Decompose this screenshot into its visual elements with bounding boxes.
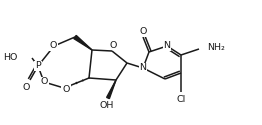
- Text: HO: HO: [4, 54, 18, 62]
- Text: O: O: [22, 82, 30, 92]
- Text: O: O: [62, 84, 70, 94]
- Text: O: O: [139, 28, 147, 36]
- Text: Cl: Cl: [176, 94, 185, 104]
- Text: O: O: [40, 78, 48, 86]
- Text: P: P: [35, 62, 41, 70]
- Text: O: O: [109, 40, 117, 50]
- Text: N: N: [139, 64, 146, 72]
- Text: NH₂: NH₂: [207, 44, 225, 52]
- Text: O: O: [49, 42, 57, 50]
- Polygon shape: [74, 35, 92, 50]
- Text: OH: OH: [100, 100, 114, 110]
- Text: N: N: [163, 42, 171, 50]
- Polygon shape: [107, 80, 116, 99]
